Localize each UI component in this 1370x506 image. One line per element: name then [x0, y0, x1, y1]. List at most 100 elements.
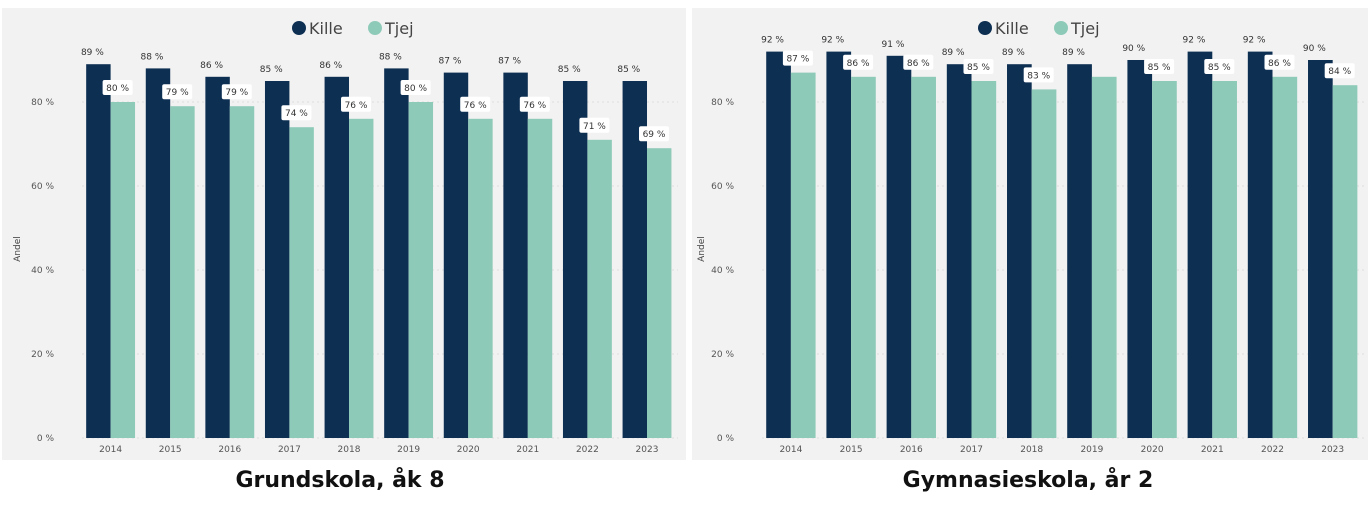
data-label: 76 %: [523, 101, 546, 111]
bar-tjej: [1212, 81, 1237, 438]
data-label: 74 %: [285, 109, 308, 119]
bar-kille: [766, 51, 791, 438]
y-tick-label: 80 %: [711, 98, 734, 108]
data-label: 92 %: [1183, 36, 1206, 46]
chart-grundskola: 0 % 20 % 40 % 60 % 80 % Andel Kille Tjej 89 % 80 …: [13, 19, 678, 455]
data-label: 89 %: [1062, 48, 1085, 58]
data-label: 89 %: [81, 48, 104, 58]
data-label: 87 %: [439, 57, 462, 67]
x-tick-label: 2016: [218, 445, 241, 455]
y-tick-label: 0 %: [37, 434, 55, 444]
bar-kille: [1308, 60, 1333, 438]
data-label: 85 %: [260, 65, 283, 75]
legend: Kille Tjej: [978, 19, 1100, 38]
data-label-background: [221, 84, 252, 100]
x-tick-label: 2017: [278, 445, 301, 455]
x-tick-label: 2021: [1201, 445, 1224, 455]
x-tick-label: 2015: [159, 445, 182, 455]
x-tick-label: 2020: [457, 445, 480, 455]
bar-tjej: [527, 118, 553, 439]
legend-label: Tjej: [384, 19, 414, 38]
bar-tjej: [851, 76, 876, 439]
bar-kille: [1247, 51, 1273, 438]
data-label-background: [400, 80, 431, 95]
data-label: 71 %: [583, 122, 606, 132]
legend: Kille Tjej: [292, 19, 414, 38]
data-label: 80 %: [404, 84, 427, 94]
data-label: 86 %: [847, 59, 870, 69]
data-label: 89 %: [942, 48, 965, 58]
legend-label: Kille: [309, 19, 343, 38]
data-label: 76 %: [464, 101, 487, 111]
bar-tjej: [1332, 85, 1358, 438]
x-tick-label: 2014: [779, 445, 802, 455]
y-tick-label: 40 %: [711, 266, 734, 276]
bar-tjej: [408, 102, 434, 438]
bar-tjej: [170, 106, 195, 438]
bar-kille: [443, 72, 469, 438]
data-label: 83 %: [1027, 71, 1050, 81]
data-label-background: [281, 105, 312, 121]
data-label: 76 %: [345, 101, 368, 111]
bar-tjej: [647, 148, 672, 438]
x-tick-label: 2018: [1020, 445, 1043, 455]
bar-tjej: [1031, 89, 1057, 439]
data-label: 84 %: [1328, 67, 1351, 77]
x-tick-label: 2021: [516, 445, 539, 455]
data-label: 69 %: [643, 130, 666, 140]
bar-kille: [503, 72, 528, 438]
x-tick-label: 2020: [1141, 445, 1164, 455]
data-label-background: [843, 54, 874, 70]
x-tick-label: 2023: [636, 445, 659, 455]
bar-tjej: [289, 127, 314, 438]
bar-kille: [1067, 64, 1092, 438]
data-label: 79 %: [166, 88, 189, 98]
legend-marker: [978, 21, 992, 35]
data-label: 85 %: [617, 65, 640, 75]
data-label: 79 %: [225, 88, 248, 98]
chart-panel-gymnasieskola: 0 % 20 % 40 % 60 % 80 % Andel Kille Tjej 92 % 87 …: [692, 8, 1368, 460]
bar-tjej: [587, 139, 612, 439]
data-label-background: [903, 54, 934, 70]
data-label: 85 %: [558, 65, 581, 75]
x-tick-label: 2019: [1080, 445, 1103, 455]
chart-title-grundskola: Grundskola, åk 8: [235, 468, 445, 493]
bar-tjej: [468, 118, 493, 439]
x-tick-label: 2018: [338, 445, 361, 455]
y-tick-label: 0 %: [717, 434, 735, 444]
data-label: 86 %: [907, 59, 930, 69]
legend-marker: [1054, 21, 1068, 35]
x-tick-label: 2019: [397, 445, 420, 455]
data-label-background: [162, 84, 193, 100]
data-label: 88 %: [141, 52, 164, 62]
bar-kille: [145, 68, 171, 439]
data-label: 86 %: [200, 61, 223, 71]
data-label: 85 %: [1208, 63, 1231, 73]
data-label-background: [460, 96, 491, 112]
data-label: 88 %: [379, 52, 402, 62]
data-label-background: [341, 96, 372, 112]
data-label: 85 %: [967, 63, 990, 73]
bar-kille: [1007, 64, 1032, 438]
bar-kille: [205, 76, 230, 439]
data-label-background: [963, 59, 994, 74]
bar-kille: [384, 68, 409, 439]
x-tick-label: 2016: [900, 445, 923, 455]
bar-kille: [324, 76, 350, 439]
data-label: 85 %: [1148, 63, 1171, 73]
data-label-background: [1023, 67, 1054, 83]
y-tick-label: 20 %: [711, 350, 734, 360]
data-label-background: [1204, 59, 1235, 74]
y-axis-title: Andel: [697, 236, 707, 262]
data-label-background: [519, 96, 550, 112]
data-label: 92 %: [821, 36, 844, 46]
y-tick-label: 60 %: [711, 182, 734, 192]
legend-label: Kille: [995, 19, 1029, 38]
data-label-background: [1144, 59, 1175, 74]
data-label: 87 %: [786, 55, 809, 65]
x-tick-label: 2015: [840, 445, 863, 455]
bar-kille: [946, 64, 972, 438]
data-label: 91 %: [882, 40, 905, 50]
data-label: 80 %: [106, 84, 129, 94]
data-label-background: [782, 50, 813, 66]
